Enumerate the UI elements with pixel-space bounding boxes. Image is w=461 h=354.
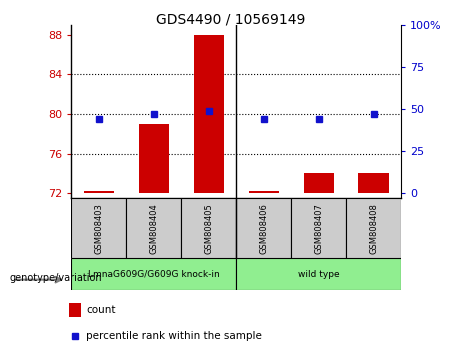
Text: GSM808405: GSM808405 — [204, 203, 213, 254]
Bar — [359, 173, 389, 193]
Text: GSM808406: GSM808406 — [259, 203, 268, 254]
Text: genotype/variation: genotype/variation — [9, 273, 102, 283]
Bar — [71, 258, 236, 290]
Text: percentile rank within the sample: percentile rank within the sample — [86, 331, 262, 341]
Text: LmnaG609G/G609G knock-in: LmnaG609G/G609G knock-in — [88, 270, 220, 279]
Bar — [236, 258, 401, 290]
Text: GSM808407: GSM808407 — [314, 203, 323, 254]
Text: GSM808408: GSM808408 — [369, 203, 378, 254]
Bar — [194, 35, 224, 193]
Text: wild type: wild type — [298, 270, 339, 279]
Bar — [71, 198, 126, 258]
Text: GSM808404: GSM808404 — [149, 203, 159, 254]
Bar — [84, 191, 114, 193]
Bar — [236, 198, 291, 258]
Text: count: count — [86, 305, 115, 315]
Bar — [181, 198, 236, 258]
Text: GSM808403: GSM808403 — [95, 203, 103, 254]
Bar — [303, 173, 334, 193]
Bar — [69, 303, 81, 317]
Bar — [346, 198, 401, 258]
Text: GDS4490 / 10569149: GDS4490 / 10569149 — [156, 12, 305, 27]
Bar — [139, 124, 169, 193]
Bar — [248, 191, 279, 193]
Bar — [291, 198, 346, 258]
Bar — [126, 198, 181, 258]
